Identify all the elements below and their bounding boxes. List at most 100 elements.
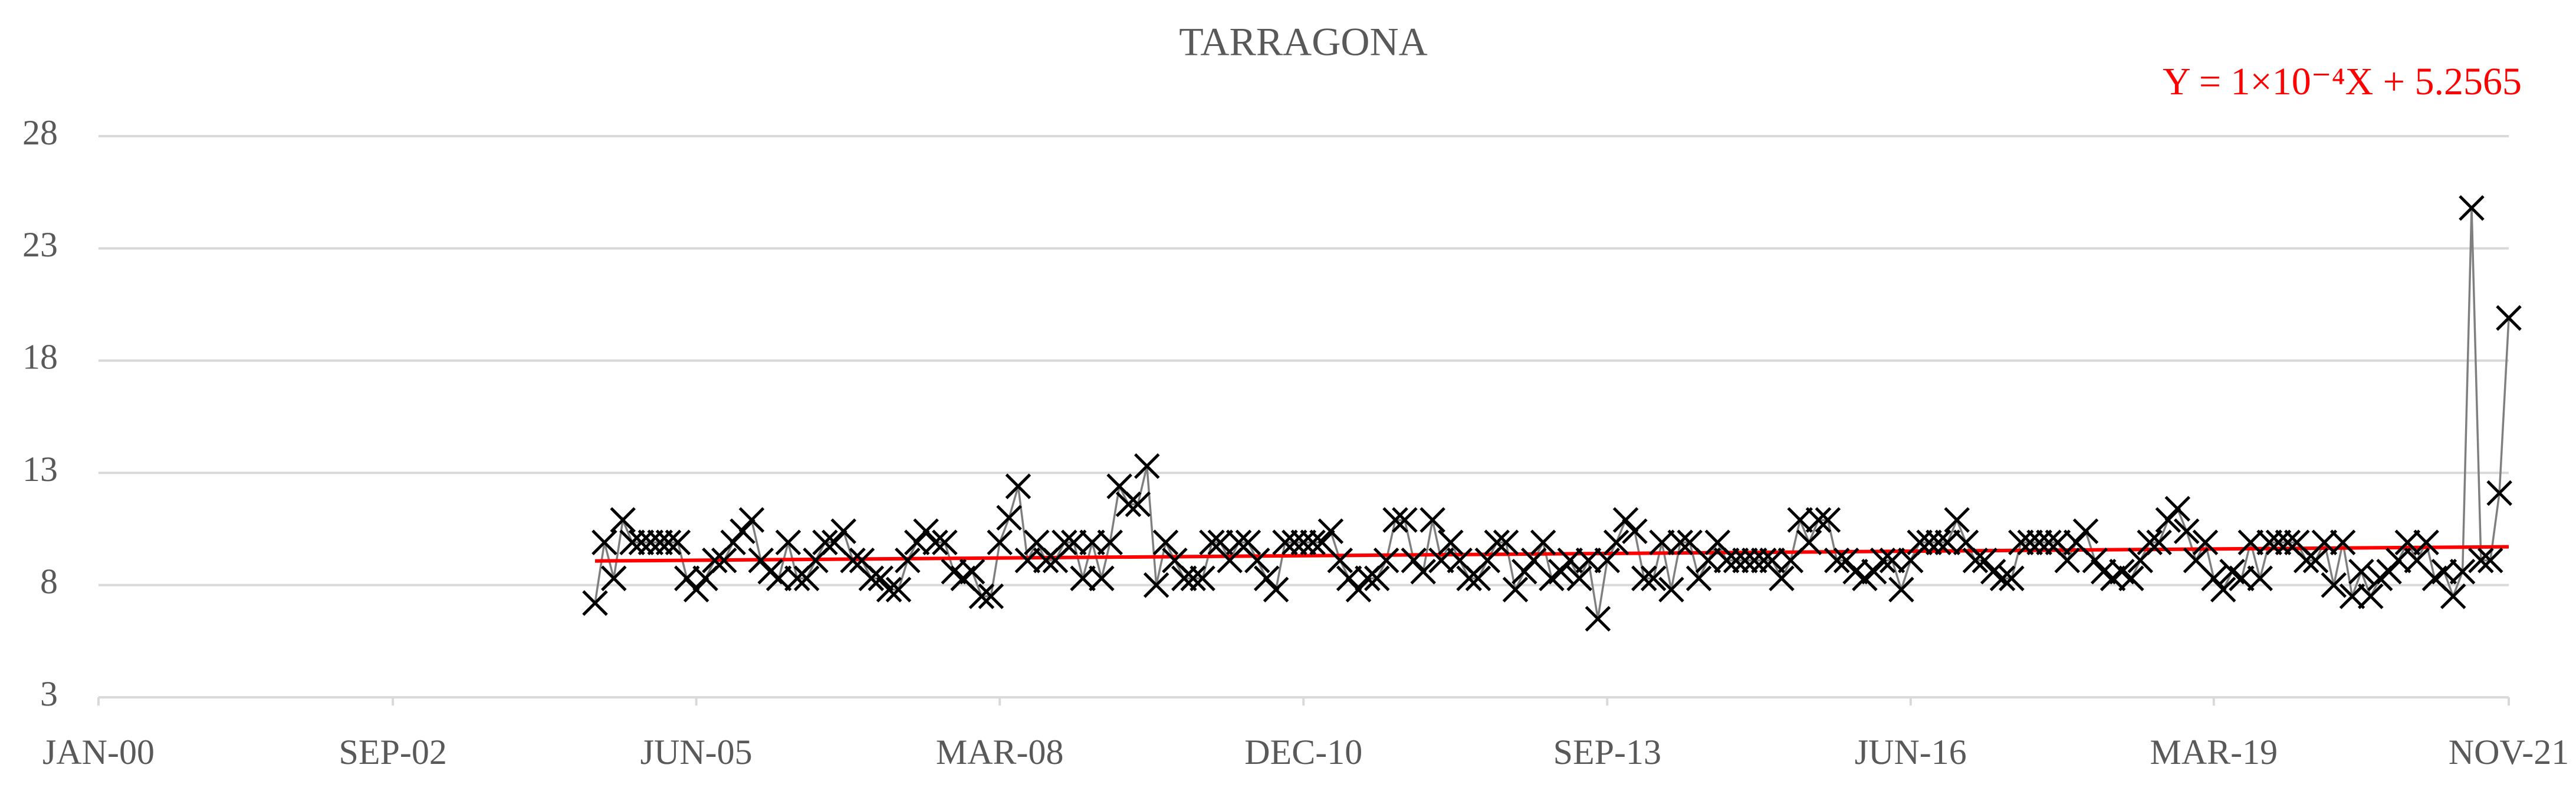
point-marker: [1005, 473, 1031, 499]
marker-cross: [1926, 529, 1951, 556]
y-tick-label: 18: [22, 338, 58, 377]
point-marker: [1685, 565, 1712, 591]
point-marker: [738, 507, 765, 533]
marker-cross: [1345, 576, 1372, 602]
marker-cross: [1263, 576, 1289, 602]
marker-cross: [1317, 518, 1344, 544]
point-marker: [1143, 572, 1169, 598]
point-marker: [812, 529, 838, 556]
point-marker: [582, 590, 608, 616]
point-marker: [2118, 565, 2144, 591]
marker-cross: [1207, 529, 1234, 556]
marker-cross: [610, 507, 636, 533]
marker-cross: [1190, 565, 1215, 591]
point-marker: [1888, 576, 1914, 602]
point-marker: [978, 583, 1004, 609]
point-marker: [2329, 529, 2356, 556]
point-marker: [2496, 305, 2522, 331]
marker-cross: [858, 565, 885, 591]
point-marker: [2229, 565, 2255, 591]
marker-cross: [2237, 529, 2264, 556]
marker-cross: [1796, 529, 1822, 556]
marker-cross: [1152, 529, 1179, 556]
point-marker: [1014, 547, 1041, 574]
point-marker: [1879, 547, 1905, 574]
marker-cross: [1888, 576, 1914, 602]
marker-cross: [2311, 529, 2338, 556]
marker-cross: [1392, 507, 1418, 533]
marker-cross: [868, 565, 894, 591]
marker-cross: [1373, 547, 1399, 574]
marker-cross: [2173, 518, 2200, 544]
x-tick-label: DEC-10: [1244, 733, 1362, 772]
point-marker: [2256, 529, 2282, 556]
point-marker: [1612, 507, 1639, 533]
point-marker: [1962, 547, 1989, 574]
point-marker: [2339, 583, 2365, 609]
point-marker: [730, 518, 755, 544]
point-marker: [1134, 453, 1160, 479]
point-marker: [1089, 565, 1115, 591]
marker-cross: [1934, 529, 1961, 556]
marker-cross: [1290, 529, 1317, 556]
point-marker: [2459, 195, 2485, 221]
point-marker: [1640, 565, 1667, 591]
chart-title: TARRAGONA: [1179, 19, 1427, 64]
point-marker: [876, 576, 902, 602]
point-marker: [1282, 529, 1307, 556]
point-marker: [775, 529, 801, 556]
marker-cross: [830, 518, 857, 544]
marker-cross: [1070, 565, 1096, 591]
point-marker: [968, 583, 995, 609]
marker-cross: [1548, 558, 1574, 585]
point-marker: [1769, 565, 1795, 591]
marker-cross: [1759, 547, 1785, 574]
point-marker: [665, 529, 691, 556]
point-marker: [959, 558, 985, 585]
point-marker: [1907, 529, 1933, 556]
x-tick-label: NOV-21: [2449, 733, 2569, 772]
marker-cross: [1493, 529, 1519, 556]
point-marker: [1438, 529, 1464, 556]
marker-cross: [2054, 547, 2081, 574]
point-marker: [904, 529, 930, 556]
point-marker: [1934, 529, 1961, 556]
marker-cross: [1014, 547, 1041, 574]
point-marker: [830, 518, 857, 544]
marker-cross: [1125, 491, 1151, 518]
point-marker: [2348, 558, 2374, 585]
point-marker: [2413, 529, 2439, 556]
marker-cross: [1089, 565, 1115, 591]
point-marker: [2072, 518, 2099, 544]
point-marker: [1796, 529, 1822, 556]
marker-cross: [876, 576, 902, 602]
marker-cross: [1823, 547, 1850, 574]
marker-cross: [2440, 583, 2466, 609]
trendline: [594, 545, 2509, 563]
marker-cross: [2265, 529, 2292, 556]
point-marker: [1742, 547, 1767, 574]
marker-cross: [895, 547, 921, 574]
marker-cross: [2496, 305, 2522, 331]
point-marker: [996, 505, 1022, 531]
marker-cross: [1815, 507, 1841, 533]
point-marker: [2440, 583, 2466, 609]
marker-cross: [601, 565, 627, 591]
point-marker: [1382, 507, 1408, 533]
marker-cross: [2146, 529, 2172, 556]
marker-cross: [765, 565, 792, 591]
point-marker: [2449, 558, 2476, 585]
point-marker: [2045, 529, 2071, 556]
point-marker: [1603, 529, 1629, 556]
point-marker: [1815, 507, 1841, 533]
point-marker: [2137, 529, 2163, 556]
point-marker: [1530, 529, 1556, 556]
trendline-equation: Y = 1×10⁻⁴X + 5.2565: [2163, 60, 2522, 103]
point-marker: [1465, 565, 1491, 591]
point-marker: [987, 529, 1013, 556]
marker-cross: [582, 590, 608, 616]
marker-cross: [655, 529, 682, 556]
marker-cross: [2468, 547, 2494, 574]
marker-cross: [2164, 496, 2191, 522]
